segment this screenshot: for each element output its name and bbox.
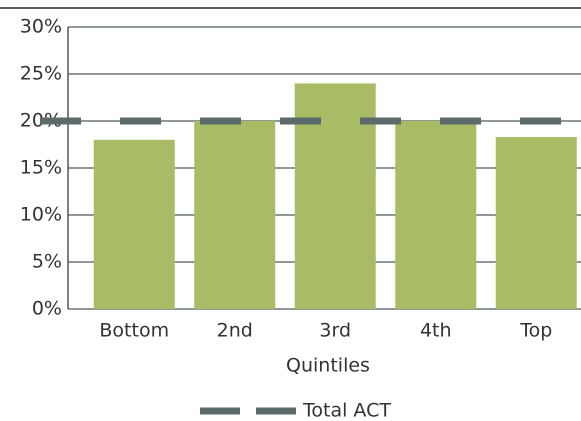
y-tick-label: 15% <box>20 157 62 179</box>
y-tick-label: 10% <box>20 204 62 226</box>
y-tick-label: 5% <box>32 251 62 273</box>
bar <box>395 121 477 309</box>
y-tick-label: 30% <box>20 16 62 38</box>
x-tick-label: 4th <box>420 320 452 342</box>
x-tick-label: 3rd <box>319 320 351 342</box>
bar <box>294 83 376 310</box>
x-tick-label: 2nd <box>217 320 253 342</box>
y-tick-label: 25% <box>20 63 62 85</box>
bar <box>194 121 276 309</box>
bar <box>495 136 577 309</box>
x-tick-label: Bottom <box>99 320 169 342</box>
x-axis-label: Quintiles <box>286 355 370 377</box>
x-tick-label: Top <box>519 320 552 342</box>
legend-label: Total ACT <box>302 400 391 421</box>
bar <box>93 139 175 309</box>
y-tick-label: 0% <box>32 298 62 320</box>
